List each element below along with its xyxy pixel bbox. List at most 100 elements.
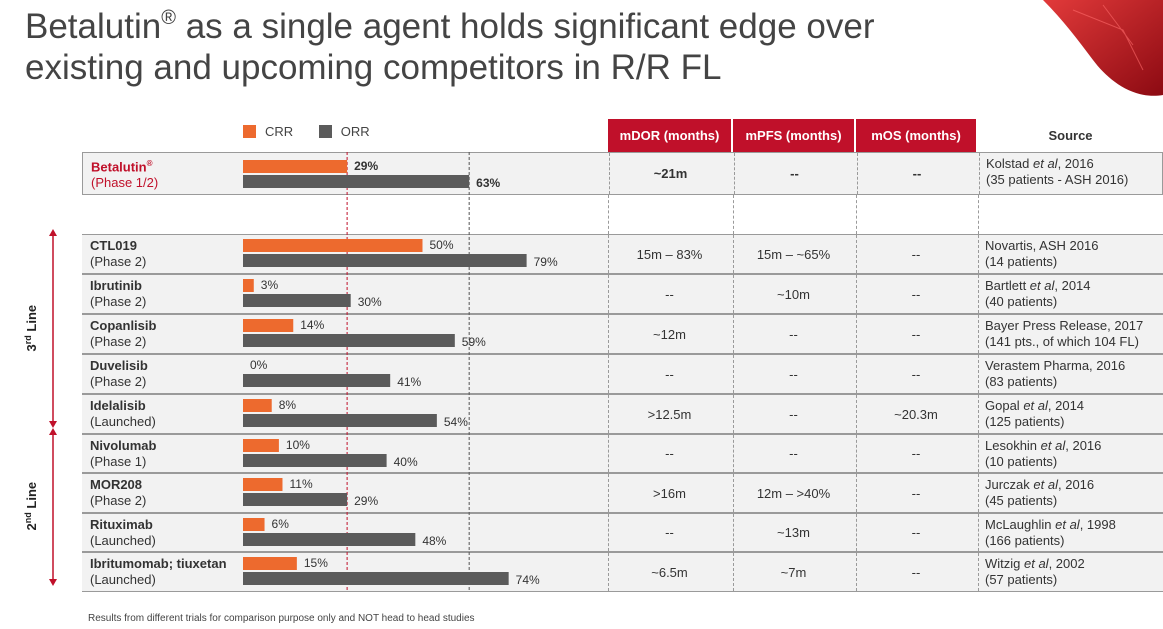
column-separator xyxy=(978,315,979,353)
column-separator xyxy=(608,355,609,393)
drug-label: Copanlisib (Phase 2) xyxy=(90,318,156,350)
source-et-al: et al xyxy=(1029,278,1055,293)
drug-phase: (Launched) xyxy=(90,533,156,548)
header-mdor: mDOR (months) xyxy=(608,119,731,152)
drug-name: CTL019 xyxy=(90,238,137,253)
column-separator xyxy=(608,315,609,353)
column-separator xyxy=(608,195,609,234)
drug-name: Rituximab xyxy=(90,517,153,532)
orr-bar xyxy=(243,175,470,188)
column-separator xyxy=(608,514,609,551)
cell-mdor: -- xyxy=(665,366,674,382)
orr-value-label: 79% xyxy=(534,255,558,269)
cell-mdor: 15m – 83% xyxy=(636,246,703,262)
crr-bar xyxy=(243,279,254,292)
crr-value-label: 15% xyxy=(304,556,328,570)
source-author: Kolstad xyxy=(986,156,1033,171)
header-source: Source xyxy=(978,119,1163,152)
cell-mdor: >12.5m xyxy=(647,406,692,422)
source-year: , 1998 xyxy=(1079,517,1116,532)
drug-phase: (Phase 2) xyxy=(90,334,147,349)
drug-phase: (Phase 2) xyxy=(90,294,147,309)
orr-value-label: 54% xyxy=(444,415,468,429)
column-separator xyxy=(978,435,979,472)
third-line-arrow-head-down xyxy=(49,421,57,428)
column-separator xyxy=(733,553,734,591)
page-title: Betalutin® as a single agent holds signi… xyxy=(25,7,875,87)
column-separator xyxy=(733,195,734,234)
column-separator xyxy=(734,153,735,194)
crr-value-label: 14% xyxy=(300,318,324,332)
column-separator xyxy=(733,275,734,313)
drug-label: Idelalisib (Launched) xyxy=(90,398,156,430)
second-line-arrow-head-up xyxy=(49,428,57,435)
orr-value-label: 40% xyxy=(394,455,418,469)
cell-mos: -- xyxy=(911,525,921,540)
drug-label: MOR208 (Phase 2) xyxy=(90,477,146,509)
drug-name: Ibritumomab; tiuxetan xyxy=(90,556,227,571)
column-separator xyxy=(608,474,609,512)
drug-label: CTL019 (Phase 2) xyxy=(90,238,146,270)
header-mos: mOS (months) xyxy=(856,119,976,152)
drug-label: Ibrutinib (Phase 2) xyxy=(90,278,146,310)
crr-bar xyxy=(243,439,279,452)
drug-label: Duvelisib (Phase 2) xyxy=(90,358,148,390)
cell-mos: -- xyxy=(911,246,921,262)
source-et-al: et al xyxy=(1055,517,1080,532)
crr-swatch xyxy=(243,125,256,138)
cell-mpfs: -- xyxy=(789,326,798,342)
orr-value-label: 74% xyxy=(516,573,540,587)
source-cell: Bartlett et al, 2014 (40 patients) xyxy=(985,278,1091,310)
source-cell: McLaughlin et al, 1998 (166 patients) xyxy=(985,517,1116,549)
drug-phase: (Launched) xyxy=(90,572,156,587)
column-separator xyxy=(856,315,857,353)
cell-mpfs: -- xyxy=(789,366,798,382)
source-cell: Verastem Pharma, 2016 (83 patients) xyxy=(985,358,1125,390)
source-author: Bayer Press Release, 2017 xyxy=(985,318,1144,333)
drug-name: Betalutin xyxy=(91,159,147,175)
column-separator xyxy=(733,355,734,393)
orr-value-label: 48% xyxy=(422,534,446,548)
column-separator xyxy=(978,235,979,273)
crr-bar xyxy=(243,478,283,491)
cell-mos: -- xyxy=(911,485,921,501)
cell-mpfs: 15m – ~65% xyxy=(756,246,831,262)
cell-mpfs: ~7m xyxy=(780,564,807,580)
drug-phase: (Launched) xyxy=(90,414,156,429)
column-separator xyxy=(733,474,734,512)
source-author: McLaughlin xyxy=(985,517,1056,532)
cell-mpfs: ~10m xyxy=(777,286,810,302)
source-patients: (57 patients) xyxy=(985,572,1058,587)
source-patients: (83 patients) xyxy=(985,374,1058,389)
source-patients: (166 patients) xyxy=(985,533,1065,548)
source-author: Novartis, ASH 2016 xyxy=(985,238,1099,253)
column-separator xyxy=(856,514,857,551)
column-separator xyxy=(609,153,610,194)
drug-phase: (Phase 1/2) xyxy=(91,175,159,191)
header-mpfs: mPFS (months) xyxy=(733,119,854,152)
cell-mdor: ~6.5m xyxy=(651,564,688,580)
orr-swatch xyxy=(318,125,332,138)
source-cell: Kolstad et al, 2016 (35 patients - ASH 20… xyxy=(986,156,1128,188)
source-patients: (35 patients - ASH 2016) xyxy=(986,172,1129,187)
cell-mpfs: -- xyxy=(789,406,798,422)
orr-bar xyxy=(243,454,387,467)
cell-mpfs: ~13m xyxy=(777,525,810,540)
column-separator xyxy=(733,235,734,273)
column-separator xyxy=(608,395,609,433)
crr-value-label: 11% xyxy=(289,477,312,491)
crr-value-label: 6% xyxy=(272,517,290,531)
crr-bar xyxy=(243,557,297,570)
column-separator xyxy=(856,435,857,472)
drug-name-mark: ® xyxy=(146,159,153,168)
orr-bar xyxy=(243,572,509,585)
brand-logo-graphic xyxy=(1043,0,1163,96)
second-line-label: 2nd Line xyxy=(22,481,40,531)
column-separator xyxy=(856,235,857,273)
source-author: Witzig xyxy=(985,556,1024,571)
cell-mos: -- xyxy=(911,446,921,461)
cell-mpfs: -- xyxy=(790,166,799,181)
crr-bar xyxy=(243,518,265,531)
cell-mos: -- xyxy=(912,166,922,181)
